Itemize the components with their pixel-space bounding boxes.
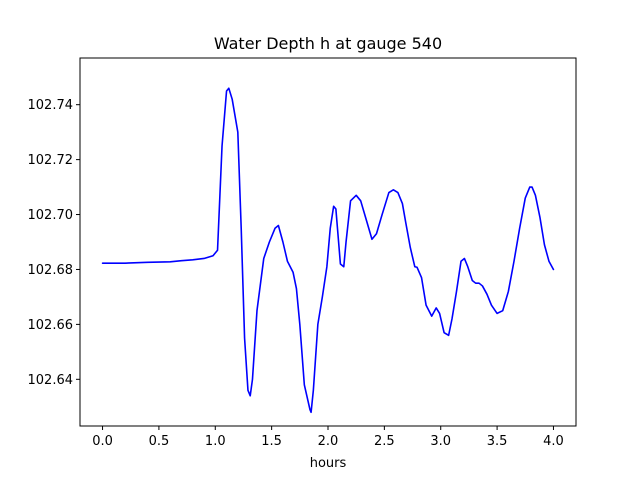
series-line-0 xyxy=(101,87,555,414)
axes-frame xyxy=(79,57,577,427)
x-tick-label: 1.0 xyxy=(205,434,226,449)
x-tick-label: 4.0 xyxy=(543,434,564,449)
x-tick-label: 1.5 xyxy=(261,434,282,449)
x-tick-label: 0.0 xyxy=(92,434,113,449)
x-tick-label: 3.0 xyxy=(430,434,451,449)
y-tick-label: 102.68 xyxy=(28,263,74,278)
y-tick-label: 102.66 xyxy=(28,318,74,333)
x-tick-label: 2.0 xyxy=(318,434,339,449)
y-tick-label: 102.64 xyxy=(28,373,74,388)
y-tick-label: 102.74 xyxy=(28,98,74,113)
plot-area: 0.0 0.5 1.0 1.5 2.0 2.5 3.0 3.5 4.0 102.64 102.66 1… xyxy=(28,57,577,449)
chart-title: Water Depth h at gauge 540 xyxy=(214,34,442,53)
x-tick-label: 2.5 xyxy=(374,434,395,449)
x-tick-label: 3.5 xyxy=(487,434,508,449)
y-tick-label: 102.70 xyxy=(28,208,74,223)
y-tick-label: 102.72 xyxy=(28,153,74,168)
x-axis-label: hours xyxy=(310,456,347,471)
x-tick-label: 0.5 xyxy=(149,434,170,449)
